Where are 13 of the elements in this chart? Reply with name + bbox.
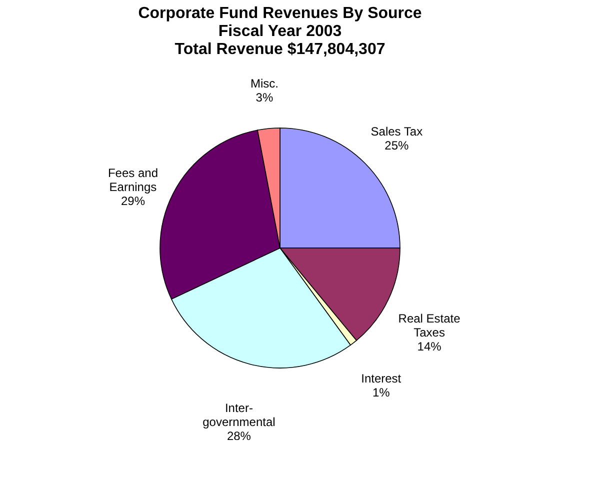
data-label: 1% (372, 385, 390, 400)
slice-label: Real Estate Taxes (398, 311, 461, 340)
data-label: 14% (417, 339, 442, 354)
slice-label: Inter-governmental (202, 400, 276, 429)
chart-title: Corporate Fund Revenues By Source Fiscal Year 2003 Total Revenue $147,804,307 (138, 5, 422, 58)
slice-label: Fees and Earnings (108, 166, 158, 194)
data-label: 25% (384, 138, 410, 152)
data-label: 3% (256, 90, 274, 105)
slice-label: Sales Tax (370, 124, 423, 138)
data-label: 28% (226, 428, 252, 443)
data-label: 29% (120, 194, 146, 208)
slice-label: Misc. (250, 76, 278, 91)
slice-label: Interest (361, 371, 402, 386)
